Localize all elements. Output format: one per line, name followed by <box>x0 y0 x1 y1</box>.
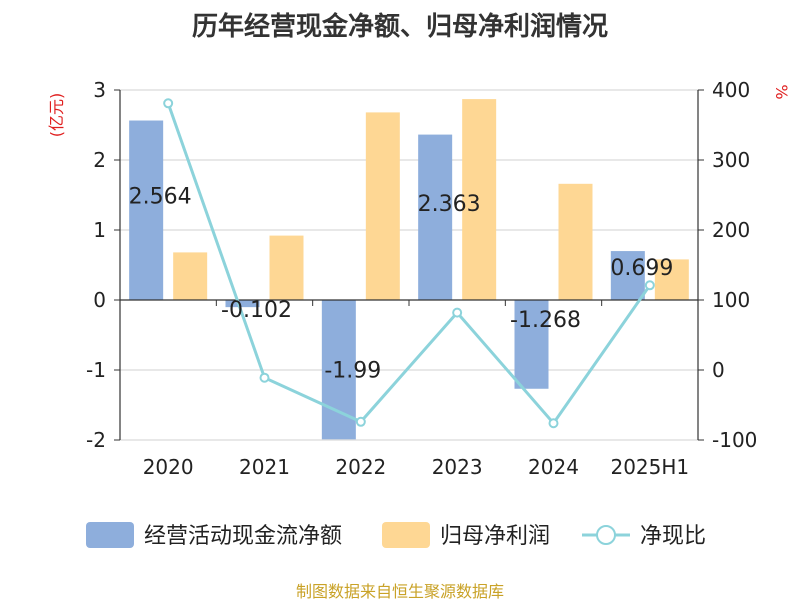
legend: 经营活动现金流净额 归母净利润 净现比 <box>86 522 706 549</box>
left-tick-label: 0 <box>93 288 106 312</box>
ratio-point <box>163 98 174 109</box>
left-tick-label: 2 <box>93 148 106 172</box>
left-tick-label: 1 <box>93 218 106 242</box>
chart-title: 历年经营现金净额、归母净利润情况 <box>191 12 608 42</box>
cash-flow-data-label: 2.363 <box>418 192 481 217</box>
right-tick-label: 400 <box>712 78 750 102</box>
cash-flow-data-label: -1.268 <box>510 308 581 333</box>
line-layer <box>163 98 655 429</box>
source-note: 制图数据来自恒生聚源数据库 <box>295 582 504 601</box>
ratio-point <box>644 280 655 291</box>
right-tick-label: 200 <box>712 218 750 242</box>
cash-flow-data-label: -0.102 <box>221 298 292 323</box>
legend-label-net-profit: 归母净利润 <box>440 524 550 549</box>
cash-flow-bar <box>129 120 164 301</box>
legend-label-ratio: 净现比 <box>640 524 706 549</box>
ratio-point <box>355 416 366 427</box>
cash-flow-data-label: -1.99 <box>324 358 381 383</box>
left-tick-label: -1 <box>86 358 106 382</box>
category-label: 2023 <box>432 455 483 479</box>
net-profit-bar <box>558 183 593 300</box>
right-tick-label: 100 <box>712 288 750 312</box>
cash-flow-bar <box>610 251 645 300</box>
net-profit-bar <box>269 235 304 300</box>
right-tick-label: 300 <box>712 148 750 172</box>
right-tick-label: 0 <box>712 358 725 382</box>
bar-layer <box>129 99 689 440</box>
cash-flow-bar <box>225 300 260 308</box>
category-label: 2021 <box>239 455 290 479</box>
left-axis-unit: (亿元) <box>47 93 66 138</box>
left-tick-label: 3 <box>93 78 106 102</box>
left-tick-label: -2 <box>86 428 106 452</box>
category-label: 2024 <box>528 455 579 479</box>
axes: 3 2 1 0 -1 -2 400 300 200 100 0 -100 (亿元)% 2020 2021 20… <box>47 78 791 479</box>
cash-flow-data-label: 2.564 <box>129 184 192 209</box>
ratio-point <box>259 372 270 383</box>
category-label: 2025H1 <box>610 455 689 479</box>
cash-flow-bar <box>514 300 549 389</box>
legend-swatch-ratio-point <box>596 525 616 545</box>
cash-flow-data-label: 0.699 <box>610 256 673 281</box>
ratio-line <box>166 102 652 426</box>
cash-flow-bar <box>418 134 453 300</box>
category-label: 2020 <box>143 455 194 479</box>
ratio-point <box>452 307 463 318</box>
ratio-point <box>548 418 559 429</box>
category-label: 2022 <box>335 455 386 479</box>
net-profit-bar <box>173 252 208 300</box>
net-profit-bar <box>365 112 400 301</box>
right-axis-unit: % <box>772 84 791 99</box>
net-profit-bar <box>654 259 689 300</box>
legend-swatch-cash-flow <box>86 522 134 548</box>
right-tick-label: -100 <box>712 428 757 452</box>
net-profit-bar <box>462 99 497 300</box>
data-labels: 2.564 -0.102 -1.99 2.363 -1.268 0.699 <box>129 184 674 383</box>
legend-label-cash-flow: 经营活动现金流净额 <box>144 524 342 549</box>
legend-swatch-net-profit <box>382 522 430 548</box>
